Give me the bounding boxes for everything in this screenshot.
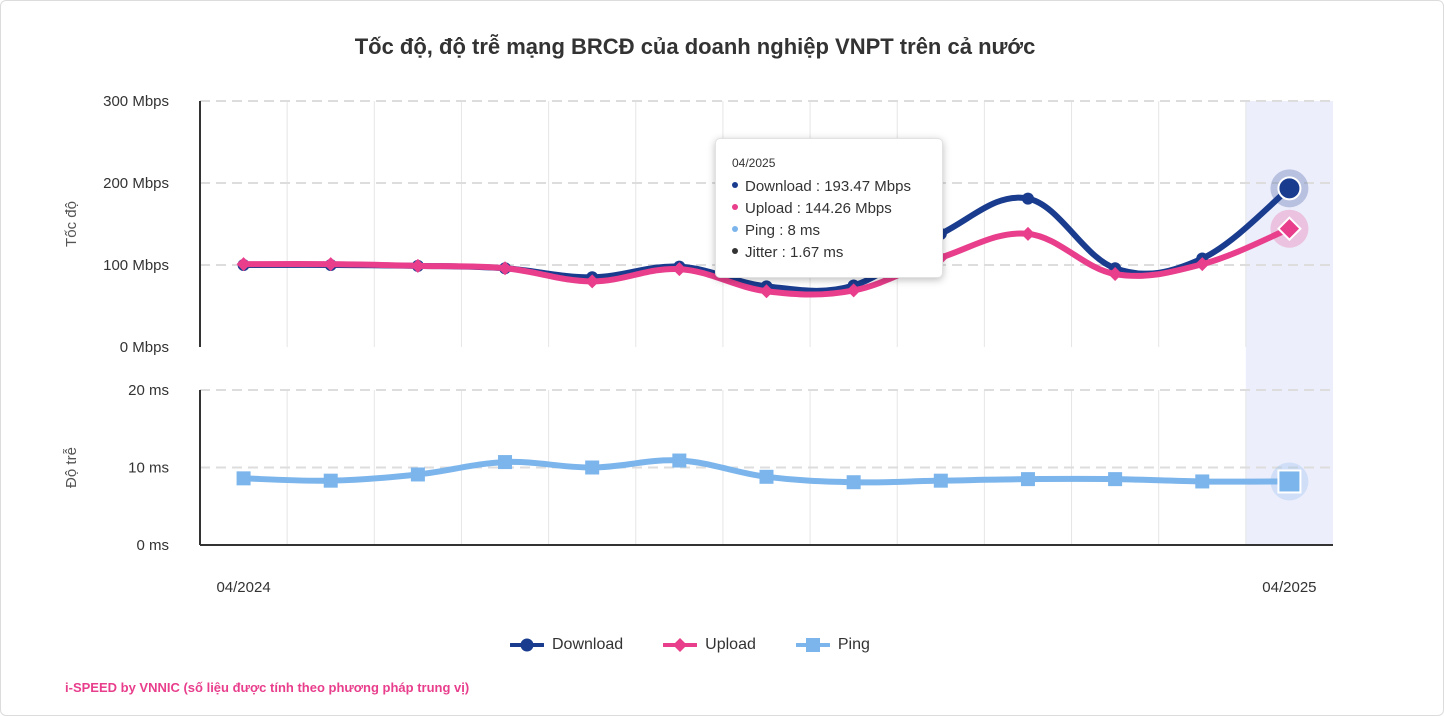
chart-tooltip: 04/2025 Download : 193.47 Mbps Upload : … <box>715 138 943 278</box>
tooltip-row-download: Download : 193.47 Mbps <box>732 176 942 198</box>
upload-point[interactable] <box>498 261 513 276</box>
ping-point[interactable] <box>410 467 425 482</box>
y-tick-label: 300 Mbps <box>103 93 169 110</box>
ping-point[interactable] <box>585 460 600 475</box>
y-tick-label: 200 Mbps <box>103 175 169 192</box>
tooltip-row-label: Jitter : 1.67 ms <box>745 244 844 261</box>
upload-point[interactable] <box>1195 257 1210 272</box>
y-tick-label: 0 Mbps <box>120 339 169 356</box>
ping-point[interactable] <box>236 471 251 486</box>
bullet-icon <box>732 248 738 255</box>
ping-point[interactable] <box>933 473 948 488</box>
ping-point[interactable] <box>323 473 338 488</box>
ping-point[interactable] <box>498 455 513 470</box>
x-tick-label: 04/2025 <box>1262 579 1316 596</box>
bullet-icon <box>732 204 738 211</box>
upload-point[interactable] <box>672 262 687 277</box>
upload-point[interactable] <box>1020 226 1035 241</box>
chart-title: Tốc độ, độ trễ mạng BRCĐ của doanh nghiệ… <box>354 34 1036 59</box>
legend-item-download[interactable]: Download <box>510 636 623 654</box>
ping-point[interactable] <box>1195 474 1210 489</box>
tooltip-row-label: Upload : 144.26 Mbps <box>745 200 892 217</box>
legend-item-upload[interactable]: Upload <box>663 636 756 654</box>
ping-point[interactable] <box>759 469 774 484</box>
tooltip-row-upload: Upload : 144.26 Mbps <box>732 198 942 220</box>
upload-point[interactable] <box>759 284 774 299</box>
legend-label-ping: Ping <box>837 636 870 653</box>
upload-point[interactable] <box>410 258 425 273</box>
download-point[interactable] <box>1021 192 1034 205</box>
chart-legend: Download Upload Ping <box>510 636 910 654</box>
upload-point[interactable] <box>585 274 600 289</box>
ping-legend-icon <box>795 638 830 652</box>
ping-point[interactable] <box>1277 469 1302 494</box>
y-tick-label: 0 ms <box>136 537 169 554</box>
upload-legend-icon <box>663 638 698 652</box>
upload-point[interactable] <box>1277 216 1302 242</box>
y-axis-title: Độ trễ <box>63 447 80 488</box>
upload-point[interactable] <box>1108 267 1123 282</box>
tooltip-row-ping: Ping : 8 ms <box>732 220 942 242</box>
tooltip-header: 04/2025 <box>732 156 776 170</box>
ping-point[interactable] <box>672 453 687 468</box>
legend-label-upload: Upload <box>705 636 756 653</box>
legend-label-download: Download <box>552 636 624 653</box>
y-tick-label: 20 ms <box>128 382 169 399</box>
footer-note: i-SPEED by VNNIC (số liệu được tính theo… <box>65 680 470 695</box>
tooltip-row-label: Download : 193.47 Mbps <box>745 178 911 195</box>
upload-point[interactable] <box>846 283 861 298</box>
y-axis-title: Tốc độ <box>63 201 80 247</box>
ping-point[interactable] <box>1108 472 1123 487</box>
y-tick-label: 100 Mbps <box>103 257 169 274</box>
bullet-icon <box>732 182 738 189</box>
download-legend-icon <box>510 638 544 652</box>
upload-point[interactable] <box>236 257 251 272</box>
tooltip-row-jitter: Jitter : 1.67 ms <box>732 242 942 264</box>
bullet-icon <box>732 226 738 233</box>
x-tick-label: 04/2024 <box>216 579 270 596</box>
y-tick-label: 10 ms <box>128 460 169 477</box>
ping-point[interactable] <box>1020 472 1035 487</box>
tooltip-row-label: Ping : 8 ms <box>745 222 821 239</box>
upload-point[interactable] <box>323 257 338 272</box>
ping-point[interactable] <box>846 475 861 490</box>
download-point[interactable] <box>1277 176 1302 201</box>
legend-item-ping[interactable]: Ping <box>795 636 870 654</box>
